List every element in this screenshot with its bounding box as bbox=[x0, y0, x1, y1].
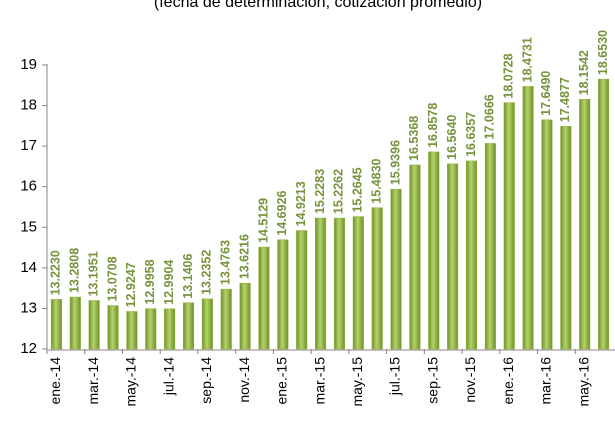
bar bbox=[182, 302, 195, 350]
x-tick-label: may.-16 bbox=[575, 357, 591, 407]
bar bbox=[296, 230, 308, 350]
value-label: 17.0666 bbox=[483, 94, 497, 139]
y-tick-label: 14 bbox=[20, 259, 37, 276]
value-label: 17.4877 bbox=[558, 77, 572, 122]
x-tick-label: mar.-15 bbox=[311, 357, 327, 405]
x-tick-label: nov.-15 bbox=[462, 357, 478, 403]
bar bbox=[598, 78, 610, 350]
value-label: 12.9904 bbox=[162, 260, 176, 305]
value-label: 15.2645 bbox=[351, 167, 365, 212]
value-label: 15.2283 bbox=[313, 169, 327, 214]
value-label: 13.2352 bbox=[200, 250, 214, 295]
value-label: 15.9396 bbox=[388, 140, 402, 185]
bar bbox=[428, 151, 440, 350]
y-tick-label: 15 bbox=[20, 218, 37, 235]
value-label: 18.0728 bbox=[502, 53, 516, 98]
value-label: 13.0708 bbox=[105, 256, 119, 301]
x-tick-label: ene.-15 bbox=[274, 357, 290, 405]
value-label: 13.4763 bbox=[219, 240, 233, 285]
x-tick-label: may.-15 bbox=[349, 357, 365, 407]
bar bbox=[390, 188, 402, 350]
value-label: 13.1406 bbox=[181, 253, 195, 298]
x-tick-label: mar.-14 bbox=[85, 357, 101, 405]
bar bbox=[277, 239, 289, 350]
bar bbox=[107, 305, 119, 350]
value-label: 12.9958 bbox=[143, 259, 157, 304]
y-tick-label: 12 bbox=[20, 340, 37, 357]
value-label: 13.2808 bbox=[68, 248, 82, 293]
bar bbox=[560, 126, 572, 350]
value-label: 13.2230 bbox=[49, 250, 63, 295]
bar bbox=[145, 308, 157, 350]
value-label: 18.6530 bbox=[596, 30, 610, 75]
bar bbox=[371, 207, 383, 350]
bar bbox=[315, 217, 327, 350]
bar bbox=[88, 300, 100, 350]
y-tick-label: 17 bbox=[20, 137, 37, 154]
chart-subtitle: (fecha de determinación, cotización prom… bbox=[154, 0, 482, 11]
value-label: 14.5129 bbox=[256, 198, 270, 243]
value-label: 16.6357 bbox=[464, 112, 478, 157]
x-tick-label: ene.-16 bbox=[500, 357, 516, 405]
bar bbox=[220, 288, 232, 350]
x-tick-label: mar.-16 bbox=[538, 357, 554, 405]
bar bbox=[239, 282, 251, 350]
bar bbox=[50, 299, 62, 350]
y-tick-label: 13 bbox=[20, 299, 37, 316]
x-tick-label: jul.-14 bbox=[160, 357, 176, 396]
bar bbox=[352, 216, 364, 350]
y-tick-label: 19 bbox=[20, 56, 37, 73]
value-label: 14.9213 bbox=[294, 181, 308, 226]
x-tick-label: nov.-14 bbox=[236, 357, 252, 403]
value-label: 18.4731 bbox=[520, 37, 534, 82]
value-label: 13.1951 bbox=[86, 251, 100, 296]
bar bbox=[541, 119, 553, 350]
bar bbox=[409, 164, 421, 350]
x-tick-label: sep.-15 bbox=[424, 357, 440, 404]
bar bbox=[579, 99, 591, 350]
bar bbox=[164, 308, 176, 350]
value-label: 18.1542 bbox=[577, 50, 591, 95]
x-tick-label: may.-14 bbox=[123, 357, 139, 407]
bar bbox=[522, 86, 534, 350]
value-label: 16.5640 bbox=[445, 115, 459, 160]
bar bbox=[447, 163, 459, 350]
bar bbox=[201, 298, 213, 350]
value-label: 16.5368 bbox=[407, 116, 421, 161]
x-tick-label: jul.-15 bbox=[387, 357, 403, 396]
value-label: 12.9247 bbox=[124, 262, 138, 307]
bar bbox=[258, 246, 270, 350]
value-label: 17.6490 bbox=[539, 71, 553, 116]
bar bbox=[465, 160, 478, 350]
x-tick-label: ene.-14 bbox=[47, 357, 63, 405]
bar bbox=[333, 217, 345, 350]
bar bbox=[69, 296, 81, 350]
bar bbox=[126, 311, 138, 350]
x-tick-label: sep.-14 bbox=[198, 357, 214, 404]
value-label: 16.8578 bbox=[426, 103, 440, 148]
y-tick-label: 16 bbox=[20, 178, 37, 195]
bar bbox=[503, 102, 515, 350]
bar bbox=[484, 143, 496, 350]
y-tick-label: 18 bbox=[20, 97, 37, 114]
value-label: 13.6216 bbox=[237, 234, 251, 279]
value-label: 15.2262 bbox=[332, 169, 346, 214]
value-label: 14.6926 bbox=[275, 191, 289, 236]
value-label: 15.4830 bbox=[369, 158, 383, 203]
